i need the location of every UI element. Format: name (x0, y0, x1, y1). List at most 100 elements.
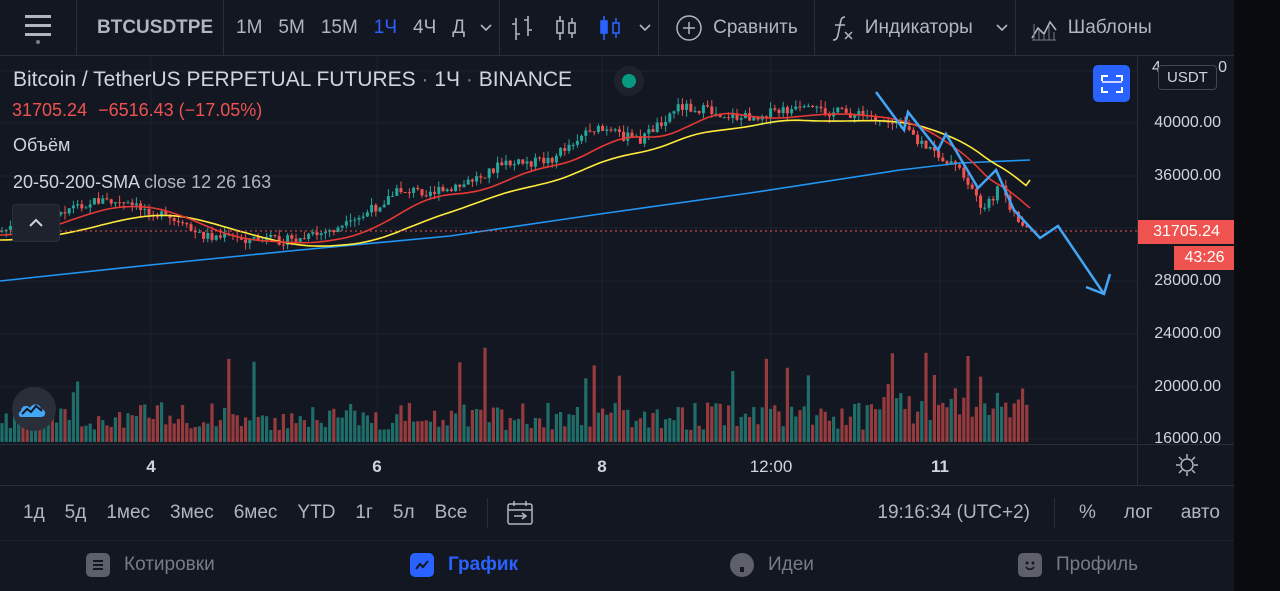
nav-ideas[interactable]: Идеи (730, 553, 814, 577)
candle-body (395, 188, 399, 196)
candle-body (399, 188, 403, 192)
volume-bar (836, 428, 840, 442)
candle-body (277, 235, 281, 245)
range-5y[interactable]: 5л (392, 502, 415, 523)
candle-body (559, 148, 563, 156)
price-axis[interactable]: 4 0 40000.00 36000.00 28000.00 24000.00 … (1137, 56, 1234, 447)
time-zone-clock[interactable]: 19:16:34 (UTC+2) (877, 502, 1030, 523)
volume-bar (949, 398, 953, 442)
timeframe-1m[interactable]: 1М (236, 16, 263, 38)
volume-bar (399, 405, 403, 442)
chart-style-dropdown-button[interactable] (632, 23, 658, 32)
candle-body (626, 132, 630, 141)
candles-style-button[interactable] (544, 0, 588, 55)
nav-profile[interactable]: Профиль (1018, 553, 1138, 577)
templates-button[interactable]: Шаблоны (1016, 0, 1168, 55)
volume-bar (416, 421, 420, 442)
candle-body (697, 110, 701, 114)
volume-bar (168, 415, 172, 442)
candle-body (790, 109, 794, 114)
range-1m[interactable]: 1мес (106, 502, 151, 523)
range-all[interactable]: Все (434, 502, 468, 523)
volume-bar (542, 427, 546, 442)
timeframe-1d[interactable]: Д (452, 16, 466, 38)
volume-bar (294, 423, 298, 442)
indicators-button[interactable]: Индикаторы (815, 0, 989, 55)
candle-body (848, 112, 852, 118)
bar-style-button[interactable] (500, 0, 544, 55)
volume-bar (126, 413, 130, 442)
time-axis[interactable]: 4 6 8 12:00 11 (0, 444, 1137, 485)
fullscreen-icon (1100, 74, 1123, 93)
chart-settings-button[interactable] (1137, 444, 1234, 485)
nav-quotes[interactable]: Котировки (86, 553, 215, 577)
timeframe-dropdown-button[interactable] (473, 23, 499, 32)
volume-bar (508, 417, 512, 442)
legend-sma-study[interactable]: 20-50-200-SMA close 12 26 163 (13, 172, 271, 193)
candle-body (844, 108, 848, 113)
candle-body (273, 235, 277, 237)
range-3m[interactable]: 3мес (170, 502, 214, 523)
volume-bar (979, 376, 983, 442)
candle-body (122, 202, 126, 204)
candle-body (412, 187, 416, 193)
range-ytd[interactable]: YTD (297, 502, 336, 523)
volume-bar (1021, 388, 1025, 442)
menu-button[interactable] (0, 0, 76, 55)
range-1y[interactable]: 1г (355, 502, 373, 523)
price-chart[interactable] (0, 56, 1137, 443)
auto-scale-toggle[interactable]: авто (1180, 502, 1220, 523)
currency-selector[interactable]: USDT (1158, 65, 1217, 90)
candle-body (731, 114, 735, 119)
candle-body (416, 187, 420, 190)
goto-date-button[interactable] (498, 500, 542, 526)
timeframe-15m[interactable]: 15М (320, 16, 358, 38)
price-tick: 16000.00 (1154, 430, 1221, 447)
candle-body (567, 144, 571, 151)
price-tick: 40000.00 (1154, 114, 1221, 131)
volume-bar (701, 429, 705, 442)
market-open-dot-icon (622, 74, 636, 88)
volume-bar (391, 422, 395, 442)
volume-bar (101, 420, 105, 442)
candle-body (798, 106, 802, 108)
log-scale-toggle[interactable]: лог (1123, 502, 1153, 523)
templates-label: Шаблоны (1067, 16, 1152, 38)
candle-body (823, 108, 827, 115)
symbol-search-button[interactable]: BTCUSDTPE (97, 16, 214, 38)
percent-scale-toggle[interactable]: % (1078, 502, 1096, 523)
plus-circle-icon (676, 14, 702, 41)
range-5d[interactable]: 5д (64, 502, 87, 523)
timeframe-4h[interactable]: 4Ч (413, 16, 437, 38)
chart-pane[interactable] (0, 56, 1137, 443)
legend-separator: · (465, 68, 473, 91)
candle-body (441, 186, 445, 192)
nav-chart[interactable]: График (410, 553, 518, 577)
legend-volume-study[interactable]: Объём (13, 135, 71, 155)
candle-body (67, 208, 71, 214)
hollow-candles-style-button[interactable] (588, 0, 632, 55)
range-1d[interactable]: 1д (23, 502, 45, 523)
indicators-dropdown-button[interactable] (989, 23, 1015, 32)
volume-bar (559, 412, 563, 442)
timeframe-5m[interactable]: 5М (278, 16, 305, 38)
timeframe-1h[interactable]: 1Ч (373, 16, 398, 38)
range-6m[interactable]: 6мес (233, 502, 278, 523)
candle-body (92, 198, 96, 205)
volume-bar (706, 402, 710, 442)
candle-body (319, 233, 323, 236)
market-status-indicator[interactable] (614, 66, 644, 96)
tradingview-logo-button[interactable] (12, 387, 56, 431)
projection-drawing[interactable] (874, 91, 1106, 295)
volume-bar (428, 421, 432, 442)
fullscreen-button[interactable] (1093, 65, 1130, 102)
compare-button[interactable]: Сравнить (659, 0, 814, 55)
volume-bar (832, 416, 836, 442)
volume-bar (760, 407, 764, 442)
volume-bar (454, 413, 458, 442)
candle-body (836, 107, 840, 113)
volume-bar (991, 408, 995, 442)
candle-body (596, 125, 600, 132)
legend-title[interactable]: Bitcoin / TetherUS PERPETUAL FUTURES · 1… (13, 68, 572, 92)
legend-collapse-button[interactable] (12, 204, 60, 242)
